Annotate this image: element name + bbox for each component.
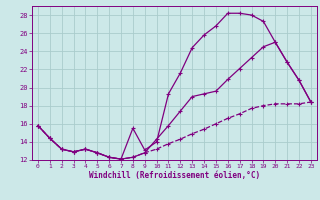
X-axis label: Windchill (Refroidissement éolien,°C): Windchill (Refroidissement éolien,°C) [89, 171, 260, 180]
